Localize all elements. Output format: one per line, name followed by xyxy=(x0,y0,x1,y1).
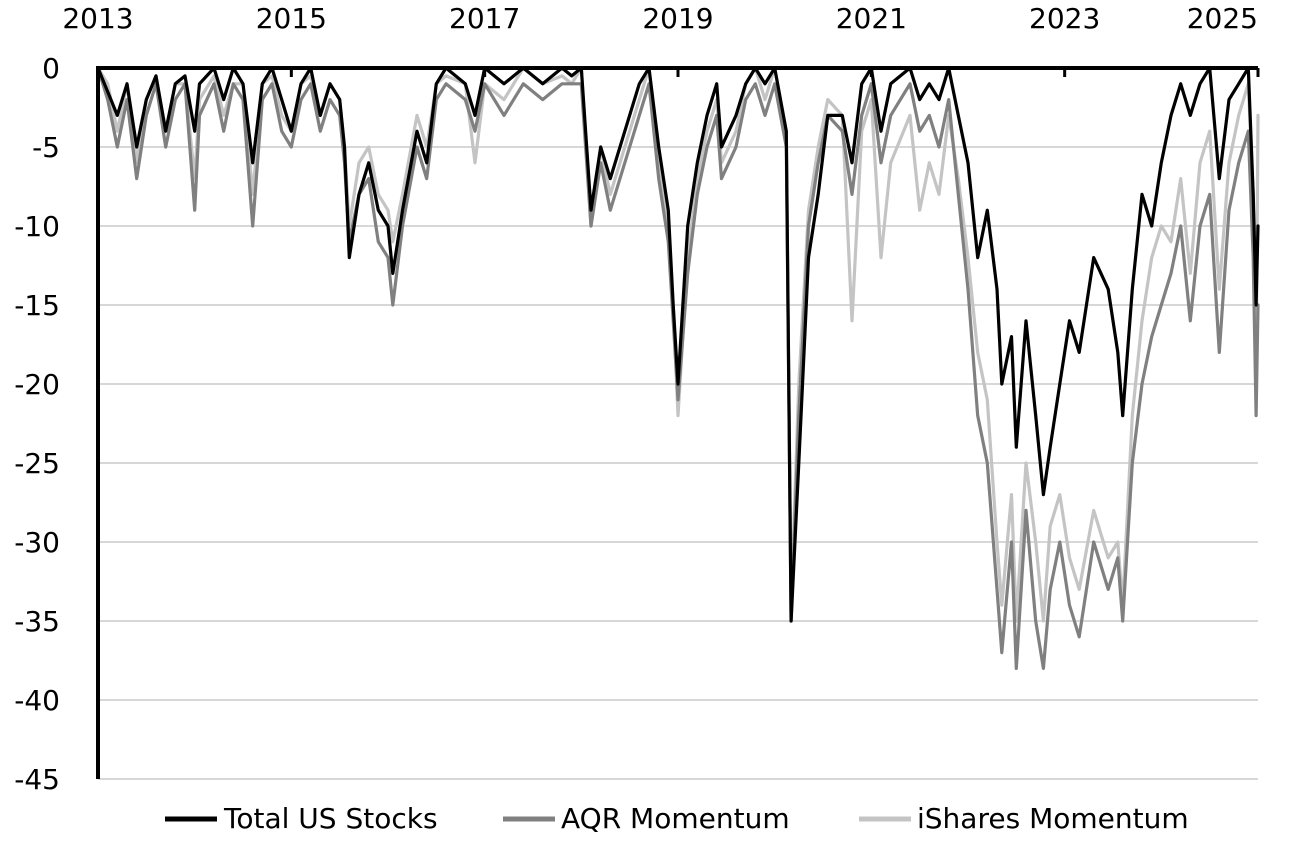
x-tick-label-5: 2023 xyxy=(1029,2,1100,35)
series-lines xyxy=(96,66,1260,670)
y-tick-label-9: -45 xyxy=(14,763,60,796)
y-tick-label-4: -20 xyxy=(14,368,60,401)
y-tick-label-7: -35 xyxy=(14,605,60,638)
x-tick-label-4: 2021 xyxy=(836,2,907,35)
axes xyxy=(96,66,1260,779)
y-tick-label-5: -25 xyxy=(14,447,60,480)
grid-lines xyxy=(98,146,1258,780)
series-line-ishares-momentum xyxy=(96,66,1260,623)
y-tick-label-2: -10 xyxy=(14,210,60,243)
legend-label-0: Total US Stocks xyxy=(223,802,438,835)
series-line-total-us-stocks xyxy=(96,66,1260,623)
tick-labels: 0 -5 -10 -15 -20 -25 -30 -35 -40 -45 2013 2015 2017 2… xyxy=(14,2,1258,796)
x-tick-label-1: 2015 xyxy=(256,2,327,35)
y-tick-label-3: -15 xyxy=(14,289,60,322)
x-tick-label-6: 2025 xyxy=(1187,2,1258,35)
y-tick-label-0: 0 xyxy=(42,52,60,85)
legend-label-1: AQR Momentum xyxy=(561,802,790,835)
legend-label-2: iShares Momentum xyxy=(917,802,1189,835)
legend: Total US Stocks AQR Momentum iShares Momen… xyxy=(165,802,1189,835)
series-line-aqr-momentum xyxy=(96,66,1260,670)
y-tick-label-6: -30 xyxy=(14,526,60,559)
y-tick-label-1: -5 xyxy=(32,131,60,164)
x-tick-label-2: 2017 xyxy=(449,2,520,35)
x-tick-label-0: 2013 xyxy=(62,2,133,35)
x-tick-label-3: 2019 xyxy=(642,2,713,35)
y-tick-label-8: -40 xyxy=(14,684,60,717)
